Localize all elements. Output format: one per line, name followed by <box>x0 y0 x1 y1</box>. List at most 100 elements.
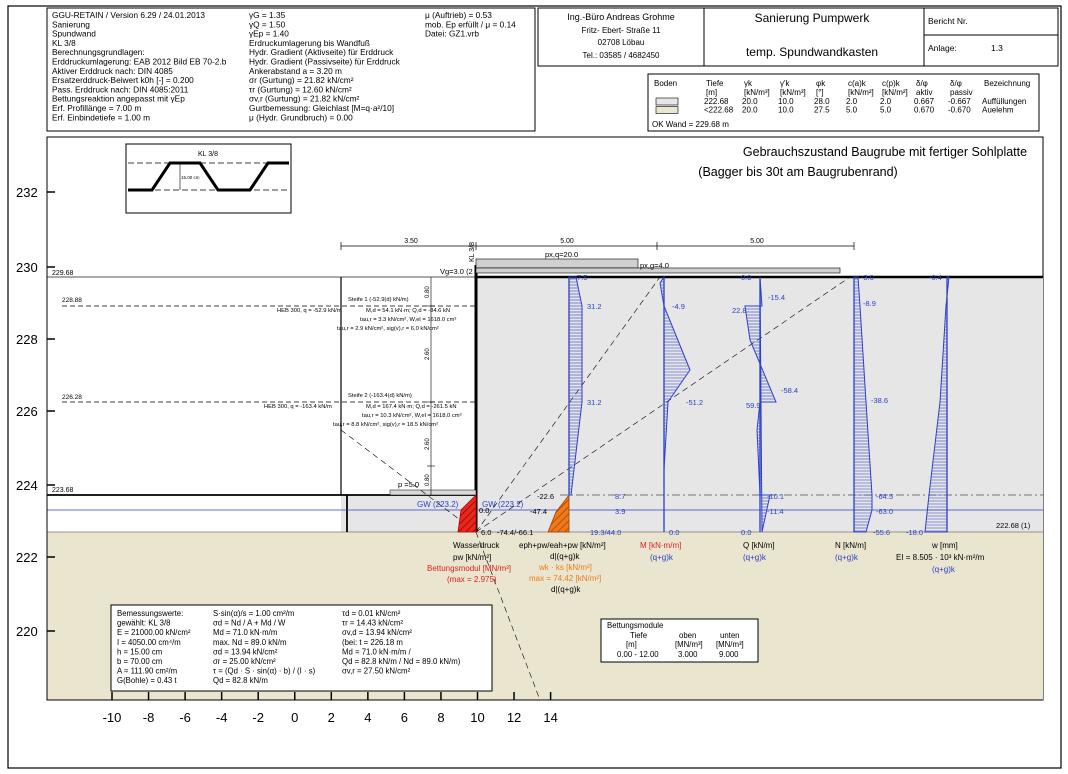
subgrade-col-unit: [m] <box>626 640 637 649</box>
cap-wasser-1: Wasserdruck <box>453 541 500 550</box>
design-col2-line: Md = 71.0 kN·m/m <box>213 628 277 637</box>
x-tick-label: 0 <box>291 710 298 725</box>
cap-bettung-2: (max = 2.975) <box>447 575 497 584</box>
cap-deflection-1: w [mm] <box>931 541 958 550</box>
program-line: Sanierung <box>52 19 90 29</box>
y-tick-label: 222 <box>16 550 38 565</box>
program-line: GGU-RETAIN / Version 6.29 / 24.01.2013 <box>52 10 205 20</box>
program-line: KL 3/8 <box>52 38 76 48</box>
val-eph-4: 3.9 <box>615 507 625 516</box>
drawing-subtitle: (Bagger bis 30t am Baugrubenrand) <box>698 165 897 179</box>
soil-cell: 20.0 <box>742 106 758 115</box>
wedge-line-1 <box>475 276 661 533</box>
profile-label: KL 3/8 <box>198 151 218 158</box>
sheet-pile-profile <box>128 161 289 192</box>
val-eph-2: 31.2 <box>587 398 602 407</box>
soil-cell: 20.0 <box>742 97 758 106</box>
cap-deflection-2: EI = 8.505 · 10³ kN·m²/m <box>896 553 985 562</box>
wedge-line-2 <box>475 276 851 533</box>
val-q2: 22.8 <box>732 306 747 315</box>
design-col2-line: σd = 13.94 kN/cm² <box>213 647 278 656</box>
factor-line: Ankerabstand a = 3.20 m <box>249 66 342 76</box>
subgrade-col-header: unten <box>720 631 740 640</box>
surcharge-q <box>475 258 639 269</box>
water-pressure-diagram <box>457 494 477 533</box>
cap-shear-2: (q+g)k <box>743 553 767 562</box>
header: GGU-RETAIN / Version 6.29 / 24.01.2013Sa… <box>46 7 1059 132</box>
design-col2-line: Qd = 82.8 kN/m <box>213 676 268 685</box>
factor-line: Hydr. Gradient (Aktivseite) für Erddruck <box>249 47 394 57</box>
program-line: Bettungsreaktion angepasst mit γEp <box>52 94 185 104</box>
val-q1: -15.4 <box>768 293 785 302</box>
design-col1-line: h = 15.00 cm <box>117 647 162 656</box>
val-w1: -0.4 <box>929 273 942 282</box>
program-line: Berechnungsgrundlagen: <box>52 47 145 57</box>
design-col2-line: max. Nd = 89.0 kN/m <box>213 638 286 647</box>
strut-2-left: HEB 300, q = -163.4 kN/m <box>264 404 332 410</box>
x-tick-label: 4 <box>364 710 371 725</box>
dim-right-1: 5.00 <box>560 238 574 245</box>
soil-cell: 2.0 <box>880 97 892 106</box>
strut-2-line-2: tau,r = 10.3 kN/cm², W,el = 1618.0 cm³ <box>362 413 462 419</box>
y-tick-label: 230 <box>16 260 38 275</box>
elev-bottom: 223.68 <box>52 487 74 494</box>
program-line: Erf. Einbindetiefe = 1.00 m <box>52 112 150 122</box>
program-info: GGU-RETAIN / Version 6.29 / 24.01.2013Sa… <box>52 10 227 122</box>
factor-line: γQ = 1.50 <box>249 19 286 29</box>
ok-wand-label: OK Wand = 229.68 m <box>652 120 729 129</box>
section-dim-1: 0.80 <box>425 286 431 298</box>
office-city: 02708 Löbau <box>598 38 645 47</box>
gw-label-left: GW (223.2) <box>417 500 459 509</box>
val-n5: -63.0 <box>876 507 893 516</box>
elev-right: 222.68 (1) <box>996 521 1031 530</box>
soil-cell: 2.0 <box>846 97 858 106</box>
val-m3: 0.0 <box>669 528 679 537</box>
x-tick-label: -10 <box>103 710 122 725</box>
subgrade-col-unit: [MN/m³] <box>716 640 744 649</box>
dim-left: 3.50 <box>404 238 418 245</box>
strut-1-annotation: Steife 1 (-52.9(d) kN/m) HEB 300, q = -5… <box>277 297 456 332</box>
soil-cell: <222.68 <box>704 106 734 115</box>
attachment-label: Anlage: <box>928 43 957 53</box>
soil-col-header: Bezeichnung <box>984 79 1030 88</box>
attachment-value: 1.3 <box>991 43 1003 53</box>
cap-moment-2: (q+g)k <box>650 553 674 562</box>
subgrade-cell: 3.000 <box>678 650 698 659</box>
val-eph-top: 7.5 <box>577 273 587 282</box>
soil-col-unit: [kN/m³] <box>744 88 770 97</box>
val-ep2: -22.6 <box>537 492 554 501</box>
design-col1-line: A = 111.90 cm²/m <box>117 667 177 676</box>
office-name: Ing.-Büro Andreas Grohme <box>567 12 675 22</box>
soil-cell: 10.0 <box>778 97 794 106</box>
office-box <box>537 7 705 67</box>
strut-1-title: Steife 1 (-52.9(d) kN/m) <box>348 297 409 303</box>
val-w2: -18.0 <box>906 528 923 537</box>
factor-line: μ (Hydr. Grundbruch) = 0.00 <box>249 112 353 122</box>
excavation-load <box>389 489 477 496</box>
project-box <box>703 7 925 67</box>
val-q4: -58.4 <box>781 386 798 395</box>
strut-1-left: HEB 300, q = -52.9 kN/m <box>277 308 342 314</box>
earth-pressure-diagram <box>568 276 583 496</box>
val-ep1: -47.4 <box>530 507 547 516</box>
val-q0: 0.0 <box>741 273 751 282</box>
surcharge-g <box>475 267 841 274</box>
force-diagrams <box>568 275 950 533</box>
diagram-captions: Wasserdruck pw [kN/m²] Bettungsmodul [MN… <box>427 541 985 594</box>
factor-line: σv,r (Gurtung) = 21.82 kN/cm² <box>249 94 360 104</box>
val-eph-5: 19.3/44.0 <box>590 528 621 537</box>
soil-cell: 5.0 <box>846 106 858 115</box>
factor-line: γEp = 1.40 <box>249 29 289 39</box>
subgrade-col-unit: [MN/m³] <box>675 640 703 649</box>
vertical-load-label: Vg=3.0 (2 <box>440 267 473 276</box>
soil-fill-upper-left <box>341 495 476 532</box>
design-col1-line: b = 70.00 cm <box>117 657 162 666</box>
subgrade-modulus-title: Bettungsmodule <box>607 621 663 630</box>
cap-bettung-1: Bettungsmodul [MN/m³] <box>427 564 511 573</box>
val-eph-1: 31.2 <box>587 302 602 311</box>
cap-normal-2: (q+g)k <box>835 553 859 562</box>
soil-cell: -0.670 <box>948 106 971 115</box>
val-eph-3: 8.7 <box>615 492 625 501</box>
